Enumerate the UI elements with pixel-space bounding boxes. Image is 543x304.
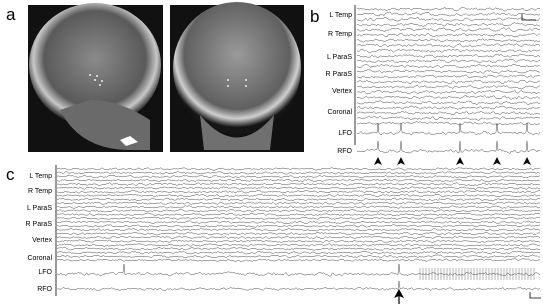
scale-bar: [530, 292, 541, 298]
eeg-trace: [57, 202, 540, 205]
eeg-trace: [357, 12, 540, 16]
eeg-trace: [57, 183, 540, 186]
eeg-trace: [357, 64, 540, 68]
eeg-trace: [57, 179, 540, 182]
eeg-trace: [57, 264, 540, 276]
eeg-trace: [57, 198, 540, 201]
eeg-trace: [57, 225, 540, 228]
channel-label: Coronal: [327, 109, 352, 116]
skull-frontal: [173, 2, 301, 134]
eeg-trace: [357, 54, 540, 58]
eeg-trace: [57, 255, 540, 258]
channel-label: Coronal: [27, 255, 52, 262]
channel-label: L Temp: [29, 173, 52, 180]
channel-label: LFO: [338, 130, 352, 137]
eeg-trace: [57, 213, 540, 216]
eeg-trace: [57, 209, 540, 212]
eeg-trace: [357, 122, 540, 126]
eeg-trace: [357, 101, 540, 105]
channel-label: LFO: [38, 269, 52, 276]
eeg-trace: [57, 190, 540, 193]
figure: a b c L Temp R Temp L ParaS R ParaS Vertex Co…: [0, 0, 543, 304]
eeg-trace: [57, 247, 540, 250]
channel-label: R ParaS: [26, 221, 53, 228]
eeg-trace: [57, 259, 540, 262]
eeg-trace: [57, 194, 540, 197]
eeg-trace: [357, 70, 540, 74]
eeg-trace: [57, 281, 540, 291]
eeg-trace: [357, 33, 540, 37]
eeg-trace: [57, 232, 540, 235]
channel-label: L ParaS: [327, 54, 352, 61]
eeg-trace: [357, 39, 540, 42]
channel-label: R Temp: [328, 31, 352, 38]
eeg-trace: [57, 236, 540, 239]
channel-label: R Temp: [28, 188, 52, 195]
eeg-trace: [57, 168, 540, 171]
eeg-trace: [57, 206, 540, 209]
eeg-trace: [357, 141, 540, 153]
eeg-trace: [357, 111, 540, 115]
page: a b c L Temp R Temp L ParaS R ParaS Vertex Co…: [0, 0, 543, 304]
channel-label: R ParaS: [326, 71, 353, 78]
eeg-trace: [357, 116, 540, 120]
eeg-trace: [357, 44, 540, 48]
eeg-trace: [357, 85, 540, 89]
channel-label: Vertex: [332, 88, 352, 95]
eeg-trace: [357, 17, 540, 21]
channel-label: RFO: [37, 286, 52, 293]
eeg-trace: [357, 23, 540, 27]
eeg-trace: [57, 240, 540, 243]
eeg-trace: [357, 49, 540, 52]
eeg-trace: [57, 221, 540, 224]
eeg-trace: [357, 96, 540, 100]
eeg-trace: [57, 228, 540, 231]
eeg-trace: [357, 106, 540, 110]
channel-label: Vertex: [32, 237, 52, 244]
eeg-trace: [57, 217, 540, 220]
eeg-trace: [57, 187, 540, 190]
eeg-trace: [357, 123, 540, 135]
channel-label: L ParaS: [27, 205, 52, 212]
panel-label: c: [6, 165, 15, 184]
channel-label: RFO: [337, 148, 352, 155]
eeg-trace: [357, 80, 540, 84]
panel-label: b: [310, 7, 319, 26]
eeg-trace: [57, 251, 540, 254]
eeg-trace: [357, 28, 540, 32]
eeg-trace: [357, 90, 540, 94]
panel-label: a: [6, 5, 16, 24]
eeg-trace: [357, 75, 540, 78]
eeg-trace: [57, 172, 540, 175]
channel-label: L Temp: [329, 12, 352, 19]
eeg-trace: [57, 175, 540, 178]
eeg-trace: [357, 7, 540, 11]
eeg-trace: [357, 59, 540, 63]
eeg-trace: [57, 244, 540, 247]
